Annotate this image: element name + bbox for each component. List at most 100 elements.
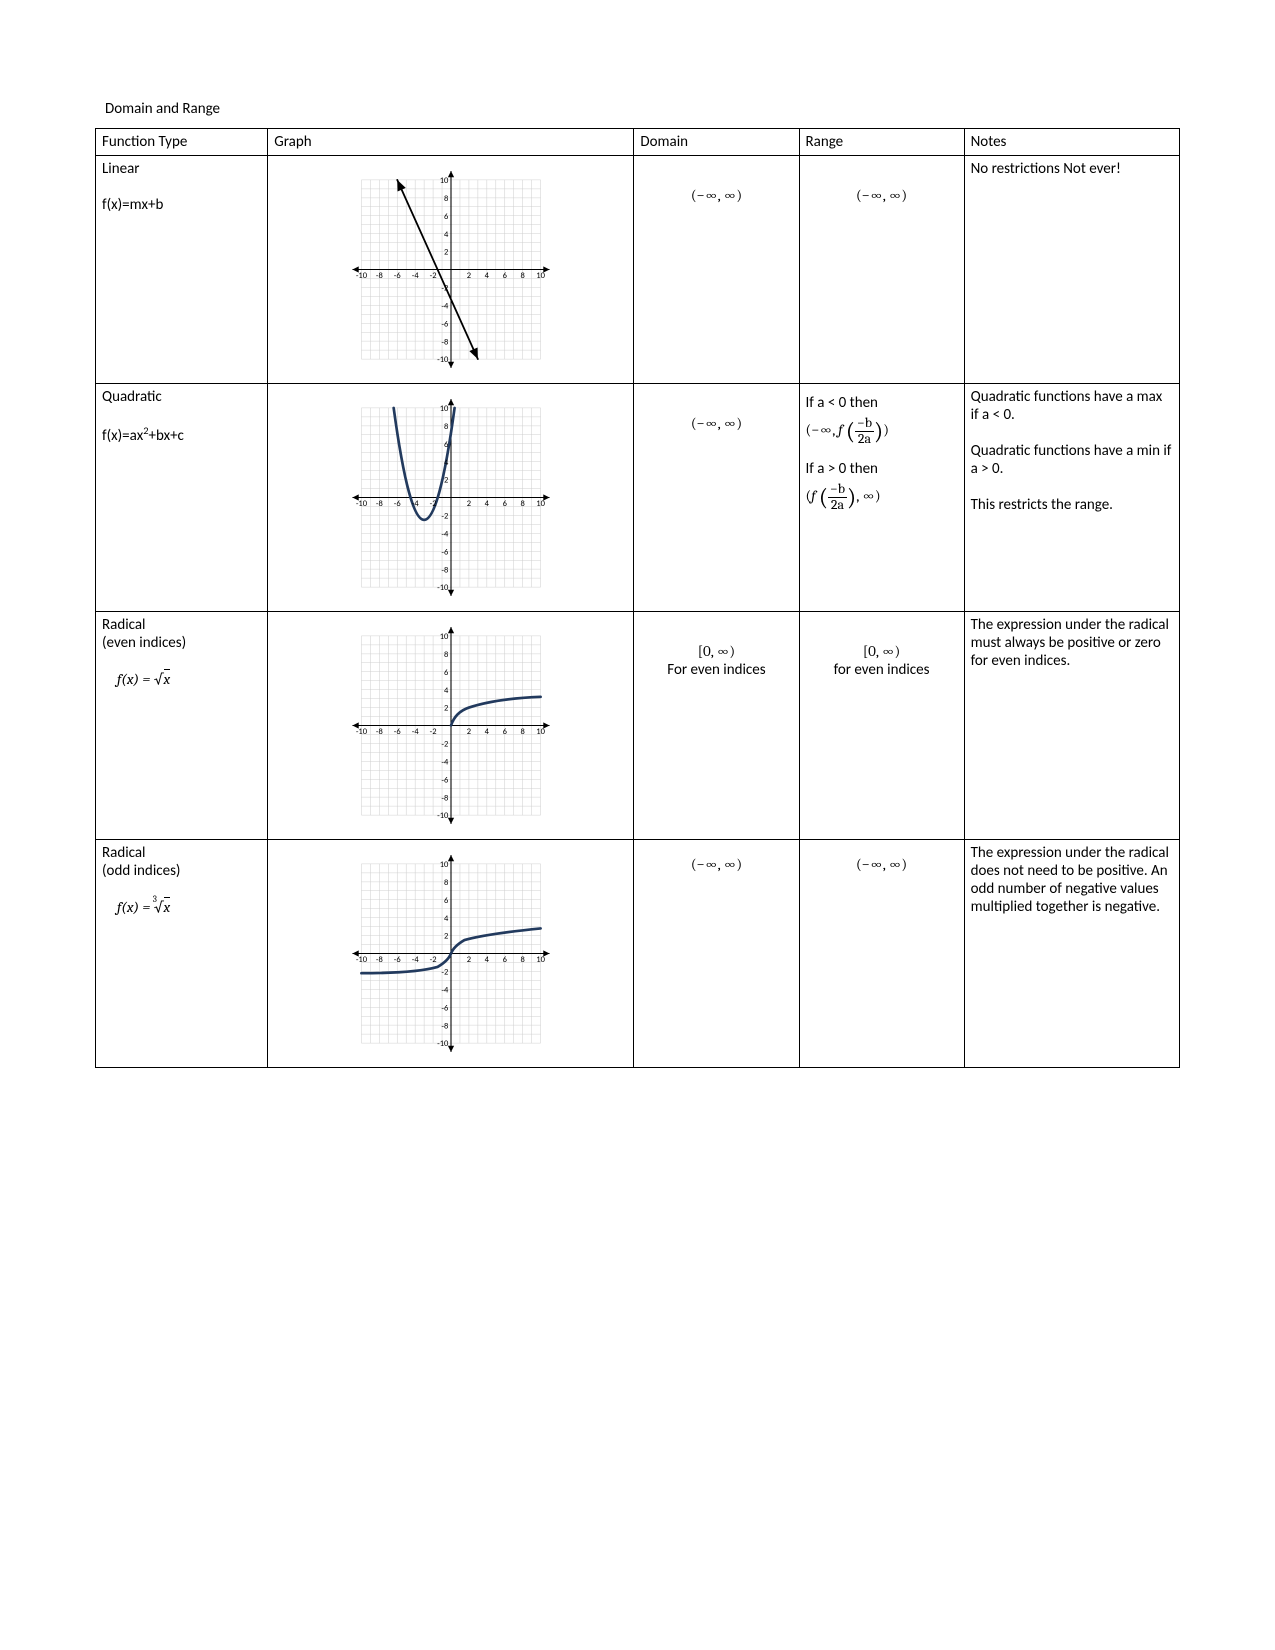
linear-chart: -10-10-8-8-6-6-4-4-2-2224466881010	[336, 162, 566, 377]
col-header: Notes	[964, 129, 1179, 156]
range-sub: for even indices	[834, 661, 930, 679]
table-header-row: Function Type Graph Domain Range Notes	[96, 129, 1180, 156]
svg-text:-6: -6	[441, 775, 449, 785]
func-sub: (odd indices)	[102, 862, 180, 880]
func-formula: f(x) = 3√x	[117, 898, 170, 916]
func-cell: Radical (odd indices) f(x) = 3√x	[96, 840, 268, 1068]
func-cell: Quadratic f(x)=ax2+bx+c	[96, 384, 268, 612]
svg-text:-4: -4	[441, 985, 449, 995]
svg-text:-4: -4	[441, 529, 449, 539]
domain-interval: (−∞, ∞)	[691, 855, 742, 873]
range-formula: (−∞, f (−b2a))	[806, 416, 958, 446]
svg-text:-10: -10	[437, 583, 449, 593]
svg-text:2: 2	[467, 955, 471, 965]
svg-text:4: 4	[485, 271, 490, 281]
svg-text:2: 2	[444, 932, 448, 942]
svg-text:8: 8	[520, 727, 524, 737]
svg-text:8: 8	[520, 499, 524, 509]
domain-cell: (−∞, ∞)	[634, 840, 799, 1068]
range-interval: [0, ∞)	[863, 642, 900, 660]
notes-cell: The expression under the radical must al…	[964, 612, 1179, 840]
func-formula: f(x)=ax2+bx+c	[102, 427, 184, 445]
svg-text:8: 8	[520, 955, 524, 965]
svg-text:10: 10	[440, 632, 449, 642]
svg-text:-4: -4	[412, 271, 420, 281]
svg-text:-2: -2	[429, 955, 436, 965]
svg-text:2: 2	[467, 271, 471, 281]
svg-text:4: 4	[444, 686, 449, 696]
svg-text:-2: -2	[429, 727, 436, 737]
notes-cell: Quadratic functions have a max if a < 0.…	[964, 384, 1179, 612]
svg-text:10: 10	[536, 499, 545, 509]
svg-text:-2: -2	[441, 512, 448, 522]
svg-text:-6: -6	[441, 1003, 449, 1013]
svg-text:-8: -8	[376, 499, 383, 509]
func-cell: Radical (even indices) f(x) = √x	[96, 612, 268, 840]
svg-text:4: 4	[444, 914, 449, 924]
svg-text:-10: -10	[356, 955, 368, 965]
svg-text:6: 6	[444, 212, 449, 222]
svg-text:-4: -4	[441, 757, 449, 767]
svg-text:-10: -10	[437, 1039, 449, 1049]
svg-text:-8: -8	[441, 337, 448, 347]
col-header: Range	[799, 129, 964, 156]
notes-cell: The expression under the radical does no…	[964, 840, 1179, 1068]
notes-cell: No restrictions Not ever!	[964, 156, 1179, 384]
svg-text:2: 2	[467, 727, 471, 737]
svg-text:10: 10	[440, 176, 449, 186]
svg-text:10: 10	[536, 727, 545, 737]
svg-text:8: 8	[444, 194, 448, 204]
svg-text:-4: -4	[412, 955, 420, 965]
func-name: Radical	[102, 616, 146, 634]
func-cell: Linear f(x)=mx+b	[96, 156, 268, 384]
range-interval: (−∞, ∞)	[856, 855, 907, 873]
svg-text:2: 2	[467, 499, 471, 509]
range-cell: (−∞, ∞)	[799, 156, 964, 384]
svg-text:-6: -6	[394, 727, 402, 737]
sqrt-chart: -10-10-8-8-6-6-4-4-2-2224466881010	[336, 618, 566, 833]
svg-text:6: 6	[502, 727, 507, 737]
svg-text:6: 6	[502, 499, 507, 509]
table-row: Radical (odd indices) f(x) = 3√x -10 -10 -…	[96, 840, 1180, 1068]
svg-text:2: 2	[444, 248, 448, 258]
svg-text:8: 8	[444, 878, 448, 888]
svg-text:4: 4	[485, 499, 490, 509]
svg-text:8: 8	[444, 650, 448, 660]
function-table: Function Type Graph Domain Range Notes L…	[95, 128, 1180, 1068]
domain-interval: (−∞, ∞)	[691, 414, 742, 432]
domain-cell: (−∞, ∞)	[634, 384, 799, 612]
svg-text:-8: -8	[376, 271, 383, 281]
svg-text:2: 2	[444, 704, 448, 714]
svg-text:4: 4	[444, 458, 449, 468]
page-title: Domain and Range	[105, 100, 1180, 118]
svg-text:-6: -6	[394, 955, 402, 965]
svg-text:4: 4	[444, 230, 449, 240]
svg-text:6: 6	[444, 896, 449, 906]
svg-text:10: 10	[536, 271, 545, 281]
svg-text:-4: -4	[441, 301, 449, 311]
func-name: Radical	[102, 844, 146, 862]
col-header: Graph	[268, 129, 634, 156]
svg-text:10: 10	[536, 955, 545, 965]
func-name: Quadratic	[102, 388, 162, 406]
range-condition: If a > 0 then	[806, 460, 958, 478]
svg-text:6: 6	[444, 668, 449, 678]
func-formula: f(x) = √x	[117, 670, 170, 688]
svg-text:-4: -4	[412, 727, 420, 737]
svg-text:2: 2	[444, 476, 448, 486]
svg-text:-8: -8	[441, 565, 448, 575]
domain-sub: For even indices	[667, 661, 765, 679]
range-condition: If a < 0 then	[806, 394, 958, 412]
quadratic-chart: -10-10-8-8-6-6-4-4-2-2224466881010	[336, 390, 566, 605]
cbrt-chart: -10-10-8-8-6-6-4-4-2-2224466881010	[336, 846, 566, 1061]
svg-text:-2: -2	[441, 740, 448, 750]
svg-text:4: 4	[485, 955, 490, 965]
func-sub: (even indices)	[102, 634, 186, 652]
range-formula: (f (−b2a), ∞)	[806, 482, 958, 512]
svg-text:-2: -2	[441, 284, 448, 294]
svg-text:-10: -10	[356, 499, 368, 509]
range-interval: (−∞, ∞)	[856, 186, 907, 204]
svg-text:-8: -8	[441, 793, 448, 803]
svg-text:-10: -10	[437, 355, 449, 365]
svg-text:-10: -10	[356, 727, 368, 737]
